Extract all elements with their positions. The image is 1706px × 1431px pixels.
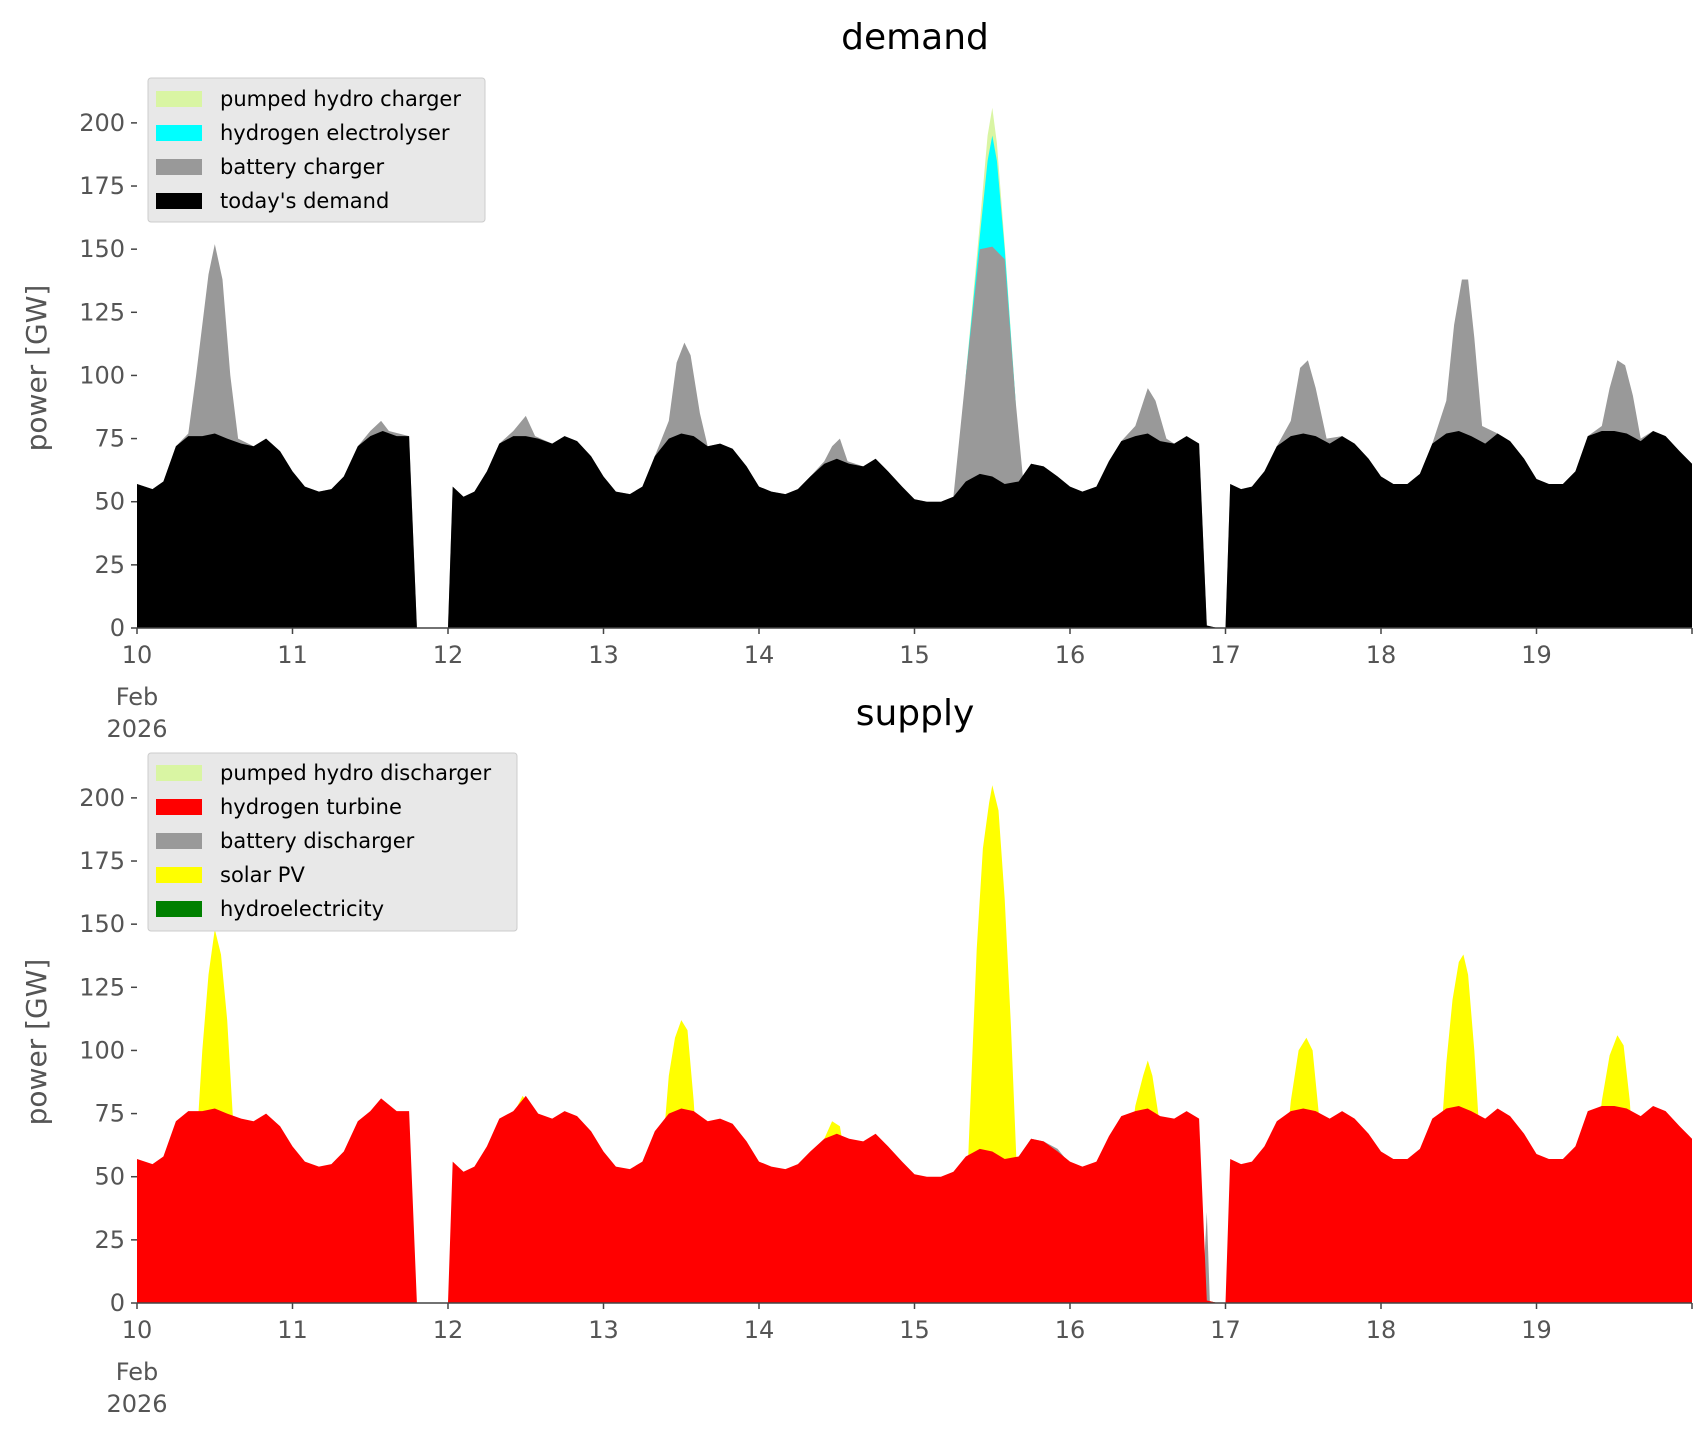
supply-ytick-label-25: 25: [94, 1226, 125, 1254]
demand-date-month: Feb: [116, 683, 159, 711]
demand-areas: [137, 107, 1692, 628]
legend-label-hydrogen-turbine: hydrogen turbine: [220, 795, 402, 819]
supply-ytick-label-100: 100: [79, 1036, 125, 1064]
supply-xtick-label-17: 17: [1210, 1316, 1241, 1344]
demand-area-today-s-demand-2: [1225, 431, 1692, 628]
legend-label-pumped-hydro-discharger: pumped hydro discharger: [220, 761, 491, 785]
legend-label-hydroelectricity: hydroelectricity: [220, 897, 384, 921]
demand-legend: pumped hydro charger hydrogen electrolys…: [147, 77, 486, 223]
supply-chart: supply power [GW] Feb 2026 10 11 12 13 14 15 1…: [20, 693, 1693, 1418]
demand-ytick-label-100: 100: [79, 361, 125, 389]
supply-area-hydrogen-turbine-2: [1225, 1106, 1692, 1303]
demand-ytick-label-200: 200: [79, 109, 125, 137]
demand-x-axis: Feb 2026 10 11 12 13 14 15 16 17 18 19: [106, 627, 1693, 743]
demand-ytick-label-75: 75: [94, 425, 125, 453]
supply-xtick-label-14: 14: [744, 1316, 775, 1344]
demand-xtick-label-15: 15: [899, 641, 930, 669]
demand-legend-frame: [147, 77, 486, 223]
demand-y-axis: 0 25 50 75 100 125 150 175 200: [79, 109, 137, 642]
legend-swatch-pumped-hydro-charger: [156, 91, 202, 107]
legend-swatch-battery-charger: [156, 159, 202, 175]
supply-xtick-label-18: 18: [1366, 1316, 1397, 1344]
demand-chart: demand power [GW] Feb 2026 10 11 12 13 14 15 1…: [20, 17, 1693, 743]
demand-xtick-label-12: 12: [433, 641, 464, 669]
demand-ytick-label-125: 125: [79, 298, 125, 326]
supply-ytick-label-200: 200: [79, 784, 125, 812]
supply-ytick-label-75: 75: [94, 1100, 125, 1128]
legend-label-solar-pv: solar PV: [220, 863, 305, 887]
demand-ytick-label-25: 25: [94, 551, 125, 579]
legend-label-pumped-hydro-charger: pumped hydro charger: [220, 87, 461, 111]
legend-swatch-pumped-hydro-discharger: [156, 765, 202, 781]
supply-xtick-label-12: 12: [433, 1316, 464, 1344]
supply-xtick-label-15: 15: [899, 1316, 930, 1344]
supply-xtick-label-16: 16: [1055, 1316, 1086, 1344]
supply-x-axis: Feb 2026 10 11 12 13 14 15 16 17 18 19: [106, 1302, 1693, 1418]
supply-area-hydrogen-turbine-1: [448, 1095, 1218, 1303]
supply-date-year: 2026: [106, 1390, 167, 1418]
demand-xtick-label-16: 16: [1055, 641, 1086, 669]
supply-xtick-label-10: 10: [122, 1316, 153, 1344]
demand-area-today-s-demand-1: [448, 433, 1218, 628]
supply-ytick-label-150: 150: [79, 910, 125, 938]
demand-ytick-label-175: 175: [79, 172, 125, 200]
supply-date-month: Feb: [116, 1358, 159, 1386]
legend-swatch-solar-pv: [156, 867, 202, 883]
legend-swatch-todays-demand: [156, 193, 202, 209]
supply-ylabel: power [GW]: [20, 959, 53, 1126]
demand-ylabel: power [GW]: [20, 285, 53, 452]
supply-ytick-label-0: 0: [110, 1289, 125, 1317]
legend-swatch-hydrogen-turbine: [156, 799, 202, 815]
legend-label-todays-demand: today's demand: [220, 189, 389, 213]
legend-swatch-battery-discharger: [156, 833, 202, 849]
demand-xtick-label-11: 11: [277, 641, 308, 669]
demand-xtick-label-19: 19: [1521, 641, 1552, 669]
supply-xtick-label-19: 19: [1521, 1316, 1552, 1344]
legend-label-battery-charger: battery charger: [220, 155, 385, 179]
demand-ytick-label-50: 50: [94, 488, 125, 516]
supply-legend-frame: [147, 752, 518, 932]
legend-swatch-hydroelectricity: [156, 901, 202, 917]
demand-xtick-label-17: 17: [1210, 641, 1241, 669]
demand-ytick-label-150: 150: [79, 235, 125, 263]
demand-xtick-label-14: 14: [744, 641, 775, 669]
supply-legend: pumped hydro discharger hydrogen turbine…: [147, 752, 518, 932]
demand-date-year: 2026: [106, 715, 167, 743]
supply-ytick-label-50: 50: [94, 1163, 125, 1191]
supply-title: supply: [856, 693, 975, 734]
supply-area-hydrogen-turbine-0: [137, 1098, 417, 1303]
legend-label-hydrogen-electrolyser: hydrogen electrolyser: [220, 121, 450, 145]
supply-y-axis: 0 25 50 75 100 125 150 175 200: [79, 784, 137, 1317]
demand-title: demand: [841, 17, 989, 58]
supply-areas: [137, 785, 1692, 1303]
demand-xtick-label-10: 10: [122, 641, 153, 669]
supply-xtick-label-11: 11: [277, 1316, 308, 1344]
supply-xtick-label-13: 13: [588, 1316, 619, 1344]
legend-label-battery-discharger: battery discharger: [220, 829, 415, 853]
demand-ytick-label-0: 0: [110, 614, 125, 642]
supply-ytick-label-125: 125: [79, 973, 125, 1001]
demand-xtick-label-13: 13: [588, 641, 619, 669]
demand-xtick-label-18: 18: [1366, 641, 1397, 669]
legend-swatch-hydrogen-electrolyser: [156, 125, 202, 141]
supply-ytick-label-175: 175: [79, 847, 125, 875]
demand-area-today-s-demand-0: [137, 431, 417, 628]
